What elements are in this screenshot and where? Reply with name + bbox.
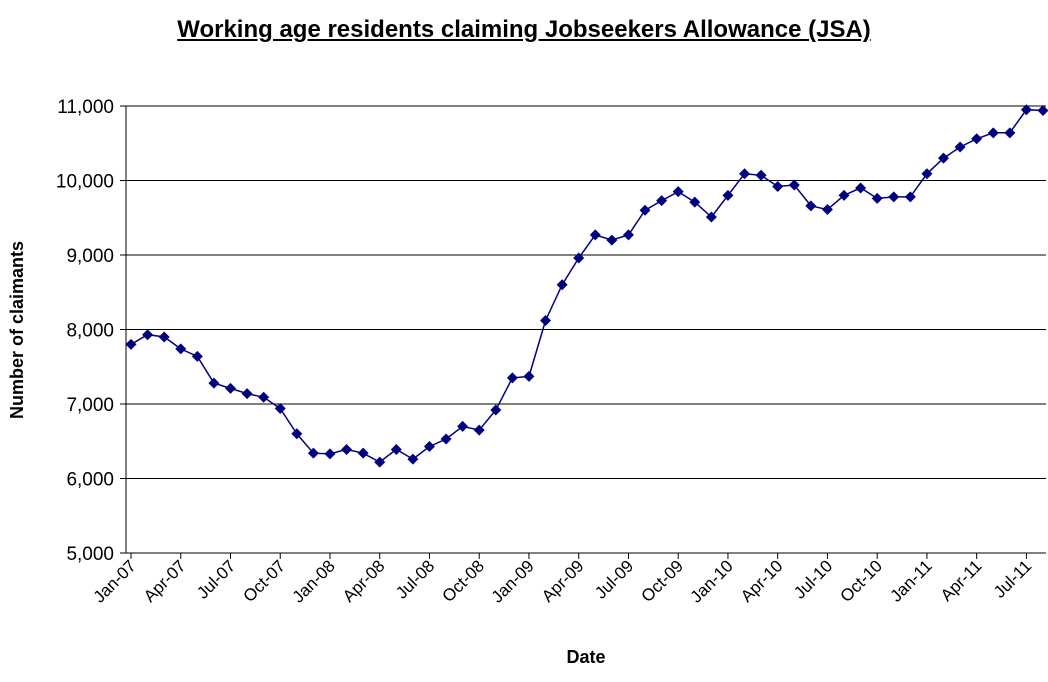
y-tick-label: 5,000: [66, 544, 114, 565]
data-point: [606, 234, 618, 246]
data-point: [241, 388, 253, 400]
data-point: [457, 420, 469, 432]
data-point: [705, 211, 717, 223]
x-tick-label: Jul-11: [990, 556, 1035, 601]
y-tick-label: 8,000: [66, 321, 114, 342]
data-point: [755, 169, 767, 181]
x-tick-label: Oct-10: [836, 556, 886, 606]
series: [125, 104, 1048, 468]
data-point: [390, 443, 402, 455]
data-point: [407, 453, 419, 465]
data-point: [540, 315, 552, 327]
data-point: [341, 443, 353, 455]
x-tick-label: Oct-09: [638, 556, 688, 606]
series-line: [130, 108, 1044, 463]
data-point: [1020, 104, 1032, 116]
x-tick-label: Jul-08: [392, 556, 438, 602]
data-point: [374, 456, 386, 468]
data-point: [357, 447, 369, 459]
y-tick-label: 9,000: [66, 246, 114, 267]
x-tick-label: Jan-11: [886, 556, 935, 605]
x-tick-label: Apr-11: [937, 556, 986, 605]
data-point: [871, 192, 883, 204]
data-point: [208, 377, 220, 389]
gridlines: [126, 105, 1046, 479]
data-point: [258, 391, 270, 403]
y-tick-label: 10,000: [56, 172, 114, 193]
data-point: [987, 127, 999, 139]
x-tick-label: Apr-10: [737, 556, 787, 606]
data-point: [191, 350, 203, 362]
data-point: [672, 186, 684, 198]
data-point: [971, 133, 983, 145]
y-tick-label: 11,000: [57, 97, 114, 118]
data-point: [656, 195, 668, 207]
data-point: [307, 447, 319, 459]
x-tick-label: Jan-09: [488, 556, 538, 606]
x-tick-labels: Jan-07 Apr-07 Jul-07 Oct-07 Jan-08 Apr-08 Jul-…: [90, 556, 1036, 606]
x-tick-label: Jul-10: [790, 556, 836, 602]
data-point: [788, 179, 800, 191]
x-tick-label: Jul-09: [591, 556, 637, 602]
data-point: [556, 279, 568, 291]
x-tick-label: Jul-07: [193, 556, 239, 602]
data-point: [1037, 104, 1048, 116]
data-point: [274, 402, 286, 414]
data-point: [490, 404, 502, 416]
data-point: [175, 343, 187, 355]
y-tick-label: 7,000: [66, 395, 114, 416]
x-tick-label: Jan-08: [289, 556, 339, 606]
data-point: [158, 331, 170, 343]
y-tick-labels: 5,000 6,000 7,000 8,000 9,000 10,000 11,000: [56, 97, 114, 565]
data-point: [506, 372, 518, 384]
x-tick-label: Apr-09: [538, 556, 588, 606]
chart-title: Working age residents claiming Jobseeker…: [177, 16, 871, 43]
data-point: [291, 428, 303, 440]
data-point: [224, 382, 236, 394]
data-point: [739, 168, 751, 180]
data-point: [938, 152, 950, 164]
data-point: [440, 433, 452, 445]
data-point: [954, 141, 966, 153]
data-point: [805, 200, 817, 212]
axes: [120, 105, 1046, 559]
x-tick-label: Oct-08: [439, 556, 489, 606]
y-axis-label: Number of claimants: [7, 241, 27, 419]
data-point: [855, 182, 867, 194]
data-point: [573, 252, 585, 264]
data-point: [772, 180, 784, 192]
data-point: [324, 448, 336, 460]
x-tick-label: Apr-08: [339, 556, 389, 606]
data-point: [1004, 127, 1016, 139]
data-point: [689, 196, 701, 208]
data-point: [142, 329, 154, 341]
data-point: [473, 424, 485, 436]
x-axis-label: Date: [566, 647, 605, 667]
y-tick-label: 6,000: [66, 470, 114, 491]
data-point: [888, 191, 900, 203]
data-point: [589, 229, 601, 241]
x-tick-label: Jan-10: [687, 556, 737, 606]
data-point: [838, 189, 850, 201]
data-point: [622, 229, 634, 241]
data-point: [921, 168, 933, 180]
data-point: [523, 370, 535, 382]
data-point: [639, 204, 651, 216]
data-point: [904, 191, 916, 203]
x-tick-label: Apr-07: [140, 556, 190, 606]
x-tick-label: Oct-07: [240, 556, 290, 606]
data-point: [423, 440, 435, 452]
data-point: [722, 189, 734, 201]
data-point: [125, 338, 137, 350]
data-point: [821, 204, 833, 216]
